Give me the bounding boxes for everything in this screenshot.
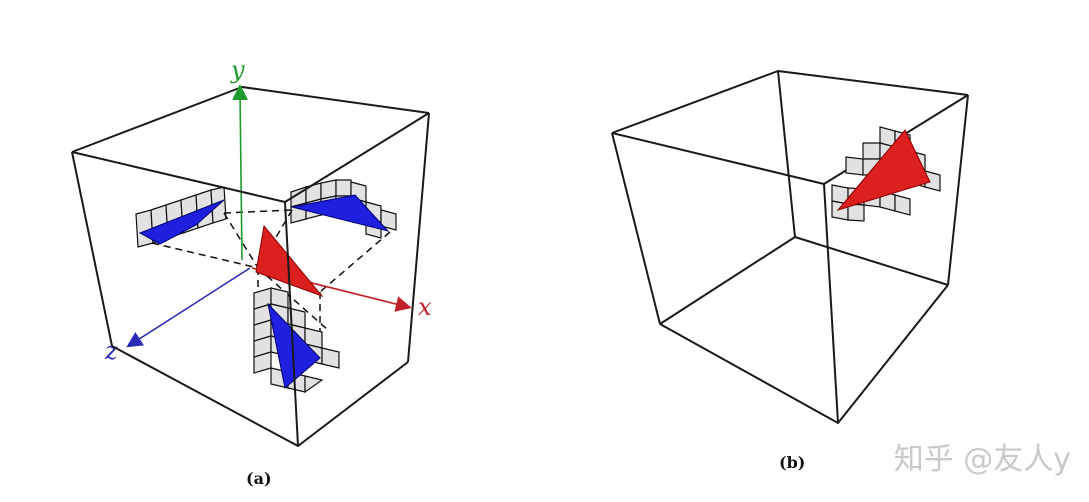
panel-a: y x z	[71, 56, 432, 488]
projection-right-wall	[290, 179, 397, 239]
z-axis: z	[104, 267, 251, 365]
cube-b-edges	[611, 70, 969, 424]
x-axis-label: x	[418, 293, 432, 321]
cube-a-front-edges	[71, 112, 430, 447]
z-axis-label: z	[104, 337, 118, 365]
y-axis-label: y	[230, 56, 245, 84]
panel-a-label: (a)	[246, 469, 272, 488]
projection-floor	[253, 287, 340, 394]
watermark-text: 知乎 @友人y	[893, 442, 1071, 477]
red-triangle-b	[836, 129, 931, 211]
panel-b-label: (b)	[779, 453, 805, 472]
y-axis: y	[230, 56, 249, 261]
panel-b: (b)	[611, 70, 969, 472]
projection-left-wall	[135, 186, 227, 248]
